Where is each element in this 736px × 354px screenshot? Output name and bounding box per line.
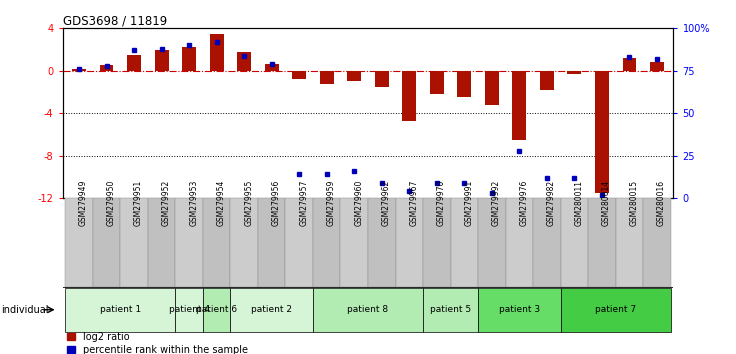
Bar [540,71,553,90]
Text: patient 4: patient 4 [169,305,210,314]
Bar [375,71,389,87]
Bar [347,71,361,81]
Text: GSM279976: GSM279976 [520,179,528,226]
Text: patient 2: patient 2 [251,305,292,314]
Bar [183,47,196,71]
Text: GSM279950: GSM279950 [107,179,116,226]
Text: GSM279962: GSM279962 [382,179,391,226]
Bar [127,55,141,71]
Text: patient 8: patient 8 [347,305,389,314]
Text: GSM279953: GSM279953 [189,179,198,226]
Text: GSM280015: GSM280015 [629,179,638,226]
Text: GSM280016: GSM280016 [657,179,666,226]
Bar [643,198,670,287]
Text: GSM279959: GSM279959 [327,179,336,226]
Bar [258,198,286,287]
Text: GSM279954: GSM279954 [216,179,226,226]
Bar [313,288,423,332]
Text: GSM280011: GSM280011 [574,180,584,225]
Bar [175,198,203,287]
Bar [203,288,230,332]
Bar [313,198,341,287]
Text: GSM279949: GSM279949 [79,179,88,226]
Bar [512,71,526,140]
Text: individual: individual [1,305,49,315]
Bar [650,62,664,71]
Bar [148,198,175,287]
Bar [237,52,251,71]
Text: GSM280014: GSM280014 [602,179,611,226]
Bar [368,198,395,287]
Bar [66,198,93,287]
Bar [230,288,313,332]
Bar [615,198,643,287]
Bar [623,58,637,71]
Bar [478,198,506,287]
Text: GSM279952: GSM279952 [162,179,171,226]
Bar [155,50,169,71]
Bar [320,71,333,84]
Bar [533,198,561,287]
Bar [93,198,121,287]
Bar [450,198,478,287]
Bar [395,198,423,287]
Bar [458,71,471,97]
Text: GSM279955: GSM279955 [244,179,253,226]
Text: GDS3698 / 11819: GDS3698 / 11819 [63,14,167,27]
Bar [265,64,278,71]
Bar [506,198,533,287]
Bar [403,71,416,121]
Bar [292,71,306,79]
Bar [72,69,86,71]
Bar [286,198,313,287]
Text: patient 7: patient 7 [595,305,636,314]
Bar [423,288,478,332]
Bar [567,71,581,74]
Text: GSM279967: GSM279967 [409,179,418,226]
Bar [341,198,368,287]
Text: GSM279956: GSM279956 [272,179,280,226]
Bar [595,71,609,193]
Text: GSM279970: GSM279970 [436,179,446,226]
Text: GSM279951: GSM279951 [134,179,143,226]
Text: GSM279991: GSM279991 [464,179,473,226]
Bar [175,288,203,332]
Text: GSM279992: GSM279992 [492,179,500,226]
Bar [588,198,615,287]
Bar [478,288,561,332]
Legend: log2 ratio, percentile rank within the sample: log2 ratio, percentile rank within the s… [68,332,248,354]
Bar [203,198,230,287]
Bar [230,198,258,287]
Text: GSM279982: GSM279982 [547,179,556,226]
Bar [485,71,499,105]
Text: patient 5: patient 5 [430,305,471,314]
Text: patient 3: patient 3 [499,305,540,314]
Text: patient 1: patient 1 [100,305,141,314]
Text: patient 6: patient 6 [196,305,237,314]
Bar [210,34,224,71]
Bar [66,288,175,332]
Bar [99,65,113,71]
Bar [121,198,148,287]
Bar [561,198,588,287]
Bar [561,288,670,332]
Text: GSM279957: GSM279957 [300,179,308,226]
Bar [423,198,450,287]
Bar [430,71,444,94]
Text: GSM279960: GSM279960 [354,179,364,226]
